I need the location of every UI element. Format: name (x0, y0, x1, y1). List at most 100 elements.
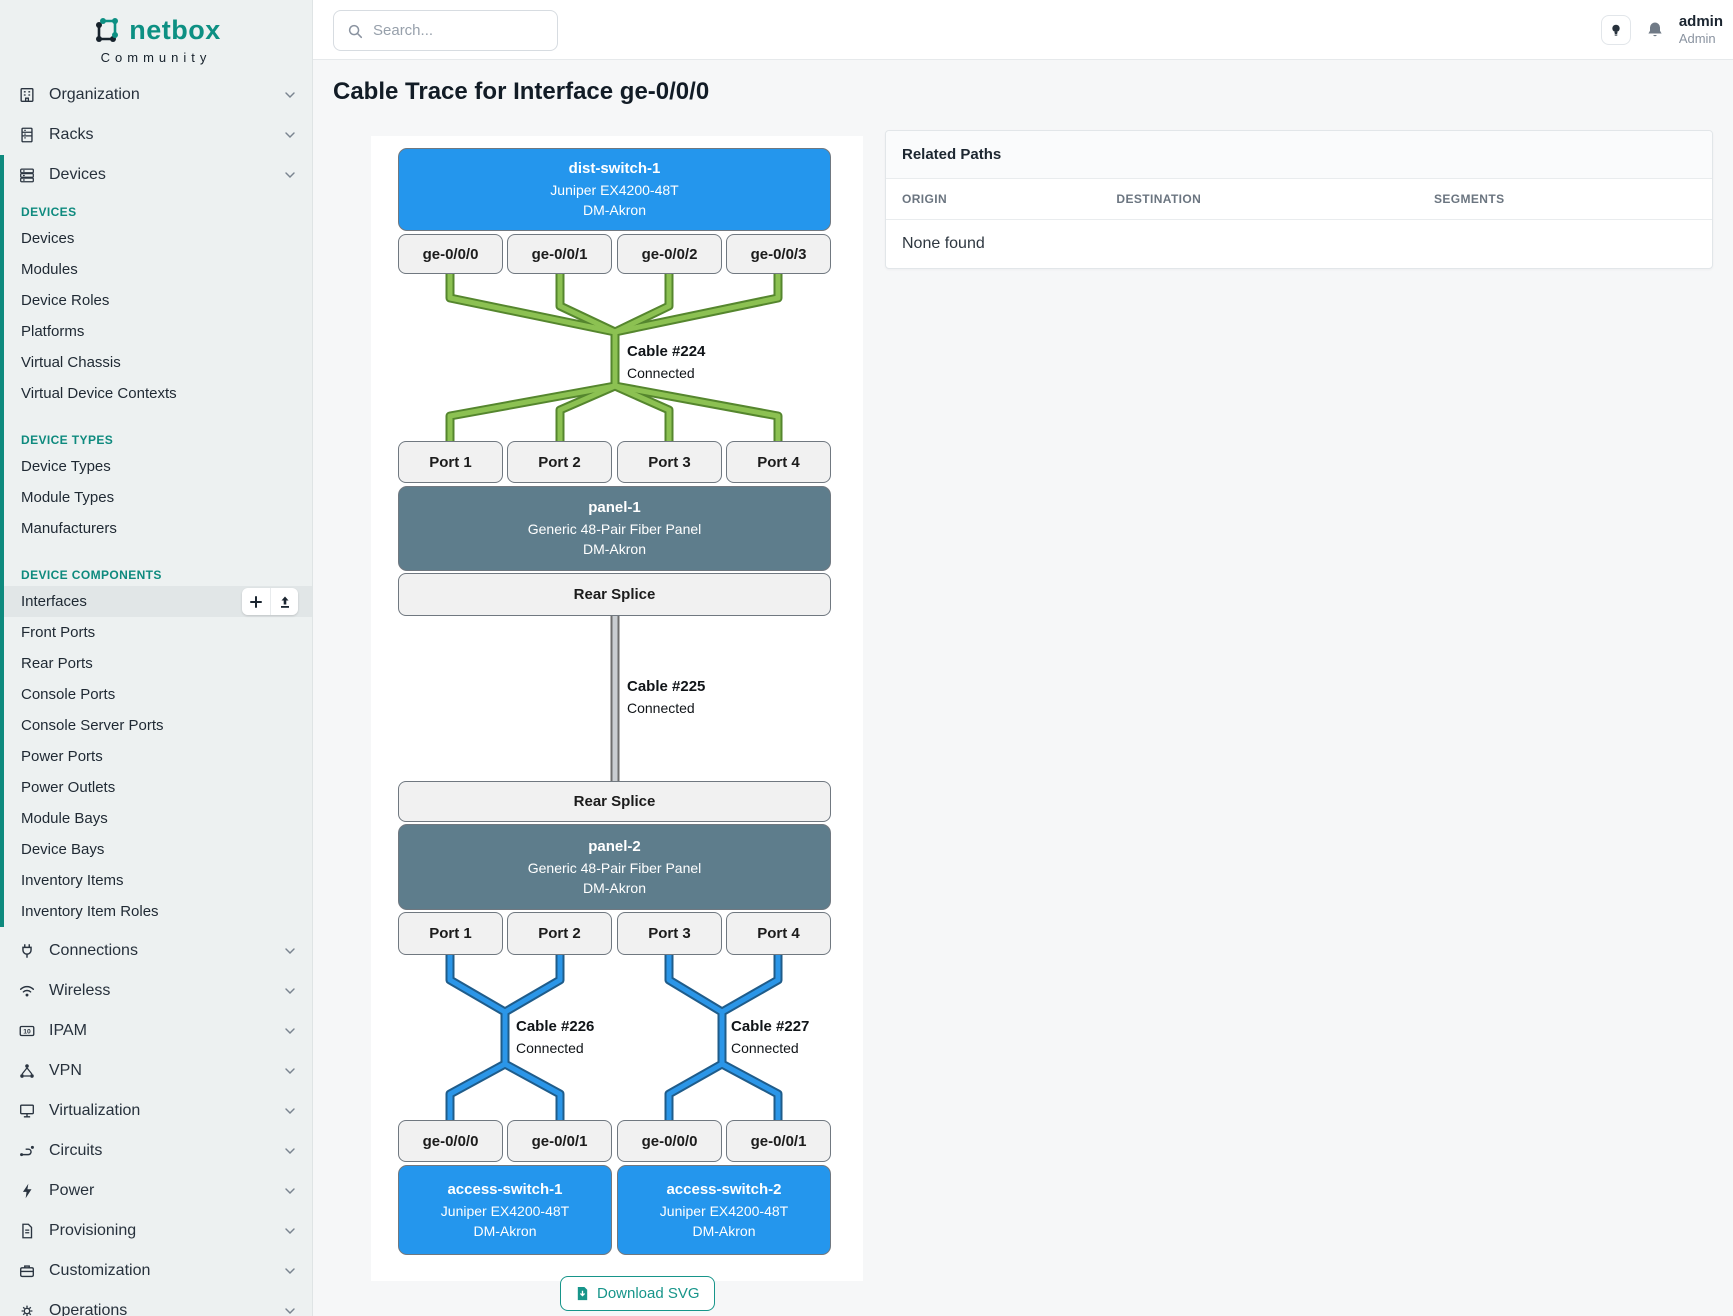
file-download-icon (577, 1286, 588, 1301)
cable-id: Cable #226 (516, 1018, 595, 1035)
svg-text:10: 10 (23, 1029, 31, 1036)
add-interface-button[interactable] (242, 588, 270, 615)
trace-interface[interactable]: ge-0/0/0 (398, 234, 503, 274)
trace-interface[interactable]: ge-0/0/3 (726, 234, 831, 274)
sidebar-item-label: Virtualization (49, 1102, 141, 1119)
sidebar-item-device-types[interactable]: Device Types (21, 458, 111, 475)
theme-toggle-button[interactable] (1600, 15, 1631, 45)
chevron-down-icon (285, 1028, 295, 1035)
device-site: DM-Akron (473, 1222, 537, 1239)
sidebar-item-modules[interactable]: Modules (21, 261, 78, 278)
user-role: Admin (1678, 31, 1716, 47)
device-site: DM-Akron (692, 1222, 756, 1239)
sidebar-item-interfaces[interactable]: Interfaces (4, 586, 312, 617)
sidebar: netbox Community Organization Racks Devi… (0, 0, 313, 1316)
sidebar-item-inventory-items[interactable]: Inventory Items (21, 872, 124, 889)
sidebar-item-power-ports[interactable]: Power Ports (21, 748, 103, 765)
chevron-down-icon (285, 948, 295, 955)
circuits-icon (20, 1145, 34, 1157)
sidebar-item-console-ports[interactable]: Console Ports (21, 686, 116, 703)
cable-label-224[interactable]: Cable #224 Connected (627, 343, 705, 381)
chevron-down-icon (285, 1068, 295, 1075)
download-svg-button[interactable]: Download SVG (560, 1276, 715, 1311)
sidebar-item-devices-list[interactable]: Devices (21, 230, 75, 247)
sidebar-item-vpn[interactable]: VPN (0, 1051, 312, 1091)
sidebar-item-manufacturers[interactable]: Manufacturers (21, 520, 117, 537)
search-input[interactable] (373, 22, 533, 39)
trace-interface[interactable]: ge-0/0/1 (507, 234, 612, 274)
trace-interface[interactable]: ge-0/0/2 (617, 234, 722, 274)
trace-device-access-switch-1[interactable]: access-switch-1 Juniper EX4200-48T DM-Ak… (398, 1165, 612, 1255)
trace-front-port[interactable]: Port 4 (726, 912, 831, 955)
chevron-down-icon (285, 1308, 295, 1315)
trace-interface[interactable]: ge-0/0/0 (398, 1120, 503, 1162)
trace-front-port[interactable]: Port 1 (398, 912, 503, 955)
sidebar-item-platforms[interactable]: Platforms (21, 323, 85, 340)
chevron-down-icon (285, 1108, 295, 1115)
connections-icon (22, 944, 32, 958)
search-box[interactable] (333, 10, 558, 51)
trace-device-panel-1[interactable]: panel-1 Generic 48-Pair Fiber Panel DM-A… (398, 486, 831, 571)
trace-interface[interactable]: ge-0/0/1 (726, 1120, 831, 1162)
sidebar-item-module-types[interactable]: Module Types (21, 489, 115, 506)
sidebar-item-circuits[interactable]: Circuits (0, 1131, 312, 1171)
sidebar-item-customization[interactable]: Customization (0, 1251, 312, 1291)
user-name: admin (1678, 13, 1723, 31)
trace-interface[interactable]: ge-0/0/1 (507, 1120, 612, 1162)
user-menu[interactable]: admin Admin (1679, 13, 1723, 47)
provisioning-icon (22, 1223, 33, 1239)
trace-interface[interactable]: ge-0/0/0 (617, 1120, 722, 1162)
sidebar-item-provisioning[interactable]: Provisioning (0, 1211, 312, 1251)
device-site: DM-Akron (582, 202, 646, 219)
sidebar-item-virtual-device-contexts[interactable]: Virtual Device Contexts (21, 385, 177, 402)
sidebar-item-inventory-item-roles[interactable]: Inventory Item Roles (21, 903, 159, 920)
trace-front-port[interactable]: Port 2 (507, 441, 612, 483)
sidebar-item-module-bays[interactable]: Module Bays (21, 810, 108, 827)
trace-device-dist-switch-1[interactable]: dist-switch-1 Juniper EX4200-48T DM-Akro… (398, 148, 831, 231)
sidebar-item-connections[interactable]: Connections (0, 931, 312, 971)
search-icon (348, 24, 363, 38)
cable-id: Cable #227 (731, 1018, 810, 1035)
trace-device-access-switch-2[interactable]: access-switch-2 Juniper EX4200-48T DM-Ak… (617, 1165, 831, 1255)
topbar: admin Admin (313, 0, 1733, 60)
trace-device-panel-2[interactable]: panel-2 Generic 48-Pair Fiber Panel DM-A… (398, 824, 831, 910)
sidebar-item-device-roles[interactable]: Device Roles (21, 292, 110, 309)
sidebar-item-virtual-chassis[interactable]: Virtual Chassis (21, 354, 121, 371)
sidebar-item-rear-ports[interactable]: Rear Ports (21, 655, 93, 672)
sidebar-item-wireless[interactable]: Wireless (0, 971, 312, 1011)
sidebar-item-organization[interactable]: Organization (0, 75, 312, 115)
sidebar-item-devices[interactable]: Devices (0, 155, 312, 195)
cable-label-226[interactable]: Cable #226 Connected (516, 1018, 594, 1056)
sidebar-item-ipam[interactable]: 10 IPAM (0, 1011, 312, 1051)
sidebar-item-power[interactable]: Power (0, 1171, 312, 1211)
cable-id: Cable #225 (627, 678, 706, 695)
related-paths-card: Related Paths ORIGIN DESTINATION SEGMENT… (885, 130, 1713, 269)
import-interfaces-button[interactable] (270, 588, 298, 615)
sidebar-item-operations[interactable]: Operations (0, 1291, 312, 1316)
sidebar-item-power-outlets[interactable]: Power Outlets (21, 779, 116, 796)
trace-front-port[interactable]: Port 3 (617, 912, 722, 955)
trace-rear-port[interactable]: Rear Splice (398, 573, 831, 616)
cable-label-227[interactable]: Cable #227 Connected (731, 1018, 809, 1056)
sidebar-item-racks[interactable]: Racks (0, 115, 312, 155)
trace-rear-port[interactable]: Rear Splice (398, 781, 831, 822)
sidebar-item-front-ports[interactable]: Front Ports (21, 624, 96, 641)
netbox-logo[interactable]: netbox Community (0, 0, 312, 65)
cable-label-225[interactable]: Cable #225 Connected (627, 678, 705, 716)
cable-trace-diagram: dist-switch-1 Juniper EX4200-48T DM-Akro… (371, 136, 863, 1281)
trace-front-port[interactable]: Port 3 (617, 441, 722, 483)
wireless-icon (19, 985, 35, 997)
sidebar-item-label: Operations (49, 1302, 128, 1316)
sidebar-item-console-server-ports[interactable]: Console Server Ports (21, 717, 164, 734)
upload-icon (280, 596, 289, 608)
device-model: Juniper EX4200-48T (550, 182, 679, 199)
trace-front-port[interactable]: Port 4 (726, 441, 831, 483)
notifications-bell-icon[interactable] (1645, 20, 1665, 40)
trace-front-port[interactable]: Port 1 (398, 441, 503, 483)
power-icon (22, 1183, 32, 1199)
sidebar-item-device-bays[interactable]: Device Bays (21, 841, 105, 858)
sidebar-item-label: Customization (49, 1262, 151, 1279)
sidebar-item-virtualization[interactable]: Virtualization (0, 1091, 312, 1131)
trace-front-port[interactable]: Port 2 (507, 912, 612, 955)
cable-lines (445, 274, 783, 1120)
